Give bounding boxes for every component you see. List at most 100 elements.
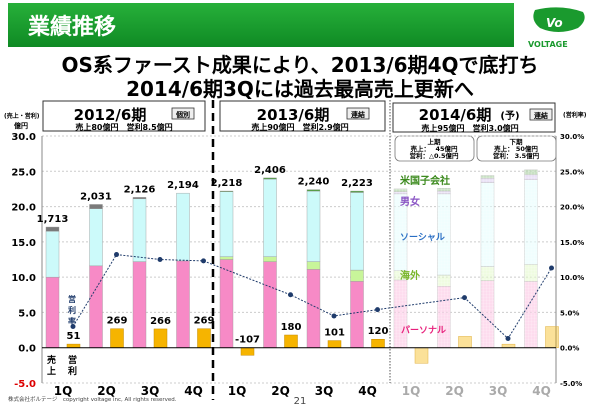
sales-bar-segment bbox=[263, 177, 277, 180]
svg-text:連結: 連結 bbox=[534, 111, 548, 120]
forecast-hatch bbox=[481, 280, 494, 348]
margin-point bbox=[201, 258, 206, 264]
profit-label: 180 bbox=[281, 322, 302, 333]
profit-bar bbox=[153, 328, 168, 348]
sales-bar-segment bbox=[89, 208, 103, 267]
sales-bar-segment bbox=[263, 256, 277, 262]
svg-text:率: 率 bbox=[68, 316, 76, 326]
category-label: 1Q bbox=[54, 384, 73, 398]
svg-text:営: 営 bbox=[68, 354, 77, 366]
category-label: 1Q bbox=[228, 384, 247, 398]
sales-bar-segment bbox=[132, 261, 147, 348]
profit-bar bbox=[240, 347, 255, 356]
sales-bar-segment bbox=[45, 226, 60, 232]
legend-social: ソーシャル bbox=[400, 232, 445, 243]
sales-label: 2,194 bbox=[167, 180, 199, 191]
sales-bar-segment bbox=[45, 231, 60, 278]
svg-text:利: 利 bbox=[67, 365, 77, 377]
svg-text:VOLTAGE: VOLTAGE bbox=[528, 40, 568, 49]
profit-label: -107 bbox=[235, 335, 260, 346]
period-2014-header: 2014/6期 (予) 連結 売上95億円 営利3.0億円 上期 売上： 45億… bbox=[392, 102, 557, 162]
svg-text:営: 営 bbox=[68, 294, 76, 304]
sales-bar-segment bbox=[176, 260, 190, 348]
sales-bar-segment bbox=[45, 276, 60, 348]
left-axis-unit: 億円 bbox=[14, 121, 28, 130]
profit-label: 269 bbox=[107, 316, 128, 327]
y-tick-label: 10.0 bbox=[11, 273, 36, 284]
y2-tick-label: -5.0% bbox=[560, 380, 582, 388]
profit-label: 266 bbox=[150, 316, 171, 327]
y-tick-label: 15.0 bbox=[11, 238, 36, 249]
profit-bar bbox=[197, 328, 211, 348]
profit-label: 51 bbox=[67, 331, 81, 342]
svg-text:売上90億円 営利2.9億円: 売上90億円 営利2.9億円 bbox=[251, 122, 348, 132]
sales-bar-segment bbox=[132, 198, 147, 262]
y-tick-label: 20.0 bbox=[11, 203, 36, 214]
svg-text:下期: 下期 bbox=[510, 137, 524, 146]
forecast-hatch bbox=[394, 193, 407, 271]
sales-bar-segment bbox=[263, 261, 277, 348]
period-2012-header: 2012/6期 個別 売上80億円 営利8.5億円 bbox=[42, 100, 206, 132]
forecast-hatch bbox=[524, 169, 538, 175]
forecast-hatch bbox=[437, 188, 451, 192]
forecast-hatch bbox=[437, 191, 451, 194]
legend-personal: パーソナル bbox=[401, 324, 446, 336]
svg-text:(予): (予) bbox=[500, 110, 519, 122]
forecast-hatch bbox=[437, 275, 451, 287]
sales-bar-segment bbox=[219, 190, 234, 192]
page-number: 21 bbox=[294, 396, 307, 407]
sales-bar-segment bbox=[132, 197, 147, 200]
svg-text:2012/6期: 2012/6期 bbox=[74, 106, 147, 124]
y-tick-label: -5.0 bbox=[14, 379, 36, 390]
category-label: 4Q bbox=[532, 384, 551, 398]
svg-text:売: 売 bbox=[47, 354, 56, 366]
category-label: 4Q bbox=[358, 384, 377, 398]
y-tick-label: 30.0 bbox=[11, 132, 36, 143]
copyright: 株式会社ボルテージ copyright voltage inc, All rig… bbox=[8, 395, 177, 403]
y2-tick-label: 30.0% bbox=[560, 133, 584, 141]
forecast-hatch bbox=[524, 281, 538, 348]
sales-label: 2,126 bbox=[124, 184, 156, 195]
svg-text:個別: 個別 bbox=[175, 110, 190, 119]
category-label: 2Q bbox=[271, 384, 290, 398]
category-label: 1Q bbox=[402, 384, 421, 398]
margin-point bbox=[375, 307, 380, 313]
category-label: 2Q bbox=[445, 384, 464, 398]
svg-text:2014/6期: 2014/6期 bbox=[419, 106, 492, 124]
profit-label: 269 bbox=[194, 316, 215, 327]
voltage-logo: Vo VOLTAGE bbox=[528, 7, 585, 49]
forecast-hatch bbox=[524, 179, 538, 265]
sales-bar-segment bbox=[219, 256, 234, 260]
sales-bar-segment bbox=[263, 178, 277, 257]
svg-text:売上： 45億円: 売上： 45億円 bbox=[410, 144, 458, 153]
forecast-hatch bbox=[394, 279, 407, 348]
svg-text:営利：△0.5億円: 営利：△0.5億円 bbox=[409, 151, 459, 160]
svg-text:Vo: Vo bbox=[546, 16, 563, 30]
headline-line-1: OS系ファースト成果により、2013/6期4Qで底打ち bbox=[61, 53, 538, 77]
legend-us-subsidiary: 米国子会社 bbox=[400, 174, 450, 187]
forecast-hatch bbox=[437, 286, 451, 348]
y2-tick-label: 20.0% bbox=[560, 204, 584, 212]
svg-text:連結: 連結 bbox=[351, 110, 365, 119]
svg-text:上: 上 bbox=[47, 365, 56, 377]
sales-label: 2,240 bbox=[298, 177, 330, 188]
y-tick-label: 25.0 bbox=[11, 167, 36, 178]
sales-bar-segment bbox=[306, 190, 321, 262]
forecast-hatch bbox=[481, 182, 494, 267]
profit-bar bbox=[371, 338, 385, 348]
svg-text:上期: 上期 bbox=[428, 137, 442, 146]
margin-point bbox=[114, 252, 119, 258]
forecast-hatch bbox=[524, 264, 538, 282]
sales-bar-segment bbox=[350, 192, 364, 271]
margin-point bbox=[157, 257, 163, 262]
period-2013-header: 2013/6期 連結 売上90億円 営利2.9億円 bbox=[219, 100, 386, 132]
forecast-hatch bbox=[394, 270, 407, 280]
category-label: 3Q bbox=[141, 384, 160, 398]
y2-tick-label: 0.0% bbox=[560, 345, 579, 353]
svg-text:2013/6期: 2013/6期 bbox=[257, 106, 330, 124]
profit-bar bbox=[66, 343, 81, 348]
sales-bar-segment bbox=[306, 189, 321, 192]
sales-label: 1,713 bbox=[37, 214, 69, 225]
forecast-hatch bbox=[437, 193, 451, 276]
sales-bar-segment bbox=[176, 192, 190, 262]
